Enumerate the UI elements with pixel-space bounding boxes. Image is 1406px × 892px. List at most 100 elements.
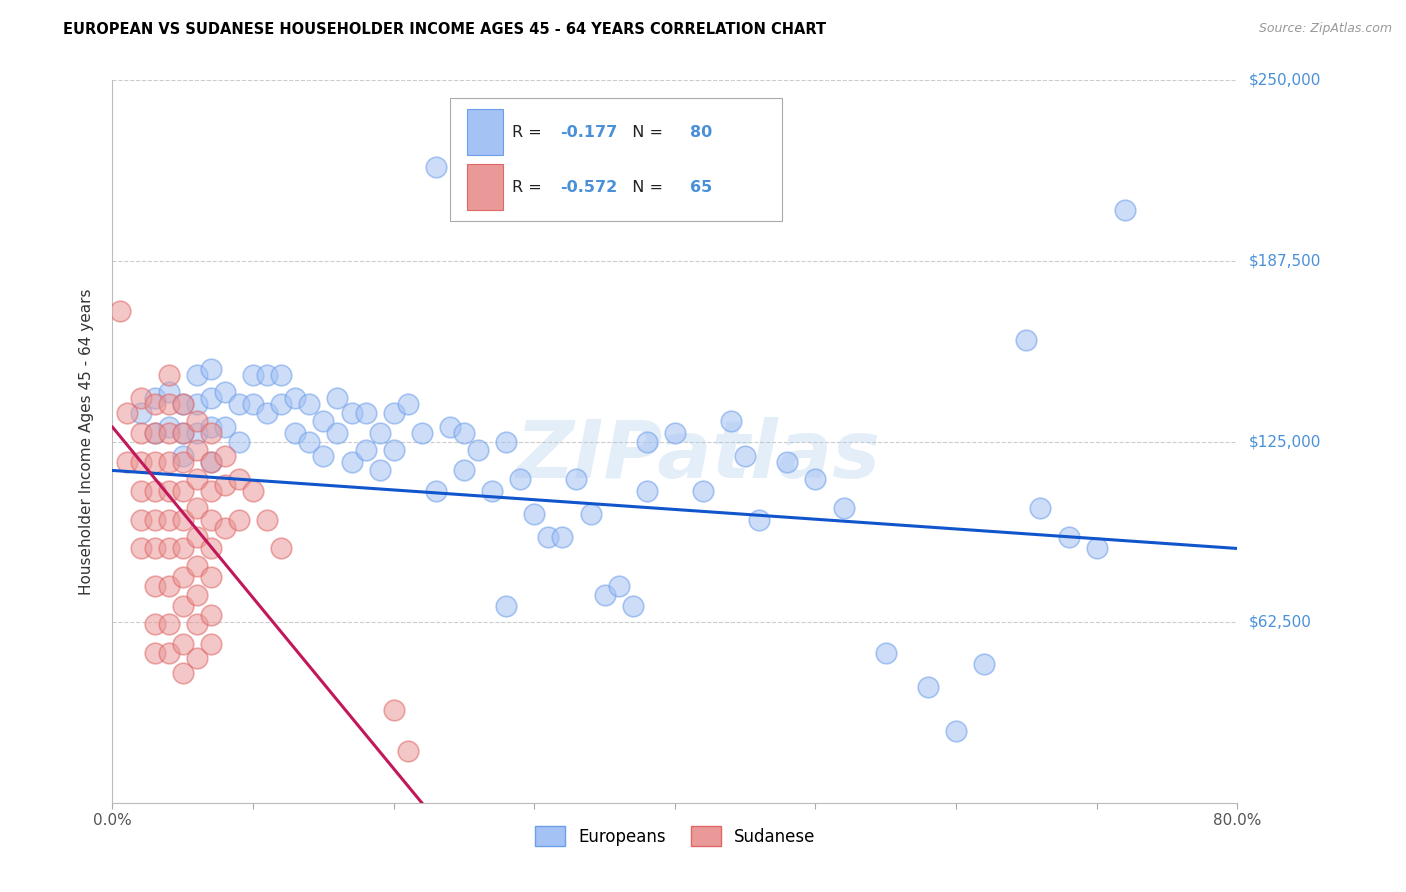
Point	[186, 425, 208, 440]
Point	[143, 425, 166, 440]
Point	[481, 483, 503, 498]
Point	[228, 397, 250, 411]
Point	[270, 541, 292, 556]
Point	[495, 434, 517, 449]
Point	[157, 483, 180, 498]
Point	[172, 637, 194, 651]
Point	[242, 397, 264, 411]
Point	[256, 368, 278, 382]
Point	[172, 665, 194, 680]
Point	[1015, 334, 1038, 348]
Point	[186, 616, 208, 631]
Point	[200, 391, 222, 405]
Point	[579, 507, 602, 521]
Point	[157, 368, 180, 382]
Point	[200, 425, 222, 440]
Point	[143, 512, 166, 526]
Point	[200, 420, 222, 434]
Point	[312, 414, 335, 428]
Point	[129, 425, 152, 440]
Text: $125,000: $125,000	[1249, 434, 1320, 449]
Point	[214, 420, 236, 434]
Point	[453, 425, 475, 440]
Text: 65: 65	[689, 179, 711, 194]
Point	[636, 434, 658, 449]
Point	[439, 420, 461, 434]
Text: -0.177: -0.177	[560, 125, 617, 140]
Point	[382, 703, 405, 717]
Point	[256, 512, 278, 526]
Point	[172, 425, 194, 440]
Point	[129, 391, 152, 405]
Point	[172, 455, 194, 469]
Point	[551, 530, 574, 544]
FancyBboxPatch shape	[467, 164, 503, 211]
Point	[875, 646, 897, 660]
Point	[129, 406, 152, 420]
Point	[298, 397, 321, 411]
Point	[270, 368, 292, 382]
Point	[326, 391, 349, 405]
Point	[172, 570, 194, 584]
Point	[636, 483, 658, 498]
Point	[509, 472, 531, 486]
Point	[340, 406, 363, 420]
Point	[1029, 501, 1052, 516]
Point	[692, 483, 714, 498]
Point	[186, 443, 208, 458]
Point	[720, 414, 742, 428]
Y-axis label: Householder Income Ages 45 - 64 years: Householder Income Ages 45 - 64 years	[79, 288, 94, 595]
Point	[157, 455, 180, 469]
Point	[284, 425, 307, 440]
Point	[143, 541, 166, 556]
Point	[200, 607, 222, 622]
Point	[186, 368, 208, 382]
Point	[186, 588, 208, 602]
Text: R =: R =	[512, 179, 547, 194]
Point	[186, 397, 208, 411]
Point	[425, 483, 447, 498]
Point	[157, 541, 180, 556]
Point	[256, 406, 278, 420]
Point	[172, 397, 194, 411]
Point	[200, 455, 222, 469]
FancyBboxPatch shape	[450, 98, 782, 221]
Point	[129, 483, 152, 498]
Text: R =: R =	[512, 125, 547, 140]
Point	[157, 420, 180, 434]
Point	[157, 397, 180, 411]
Point	[172, 425, 194, 440]
Point	[382, 406, 405, 420]
Point	[143, 616, 166, 631]
Point	[214, 478, 236, 492]
Point	[108, 304, 131, 318]
Point	[228, 472, 250, 486]
Point	[242, 483, 264, 498]
Point	[734, 449, 756, 463]
Point	[200, 362, 222, 376]
Point	[214, 521, 236, 535]
Point	[425, 160, 447, 174]
Point	[172, 397, 194, 411]
Point	[396, 744, 419, 758]
Point	[228, 512, 250, 526]
Point	[664, 425, 686, 440]
Point	[1085, 541, 1108, 556]
Point	[172, 483, 194, 498]
Point	[200, 483, 222, 498]
Point	[200, 512, 222, 526]
Point	[340, 455, 363, 469]
Point	[157, 385, 180, 400]
Point	[748, 512, 770, 526]
Point	[382, 443, 405, 458]
Point	[945, 723, 967, 738]
Point	[143, 391, 166, 405]
Point	[143, 425, 166, 440]
Point	[172, 512, 194, 526]
Point	[523, 507, 546, 521]
Point	[157, 512, 180, 526]
Point	[129, 512, 152, 526]
Point	[467, 443, 489, 458]
Point	[143, 483, 166, 498]
Point	[172, 449, 194, 463]
